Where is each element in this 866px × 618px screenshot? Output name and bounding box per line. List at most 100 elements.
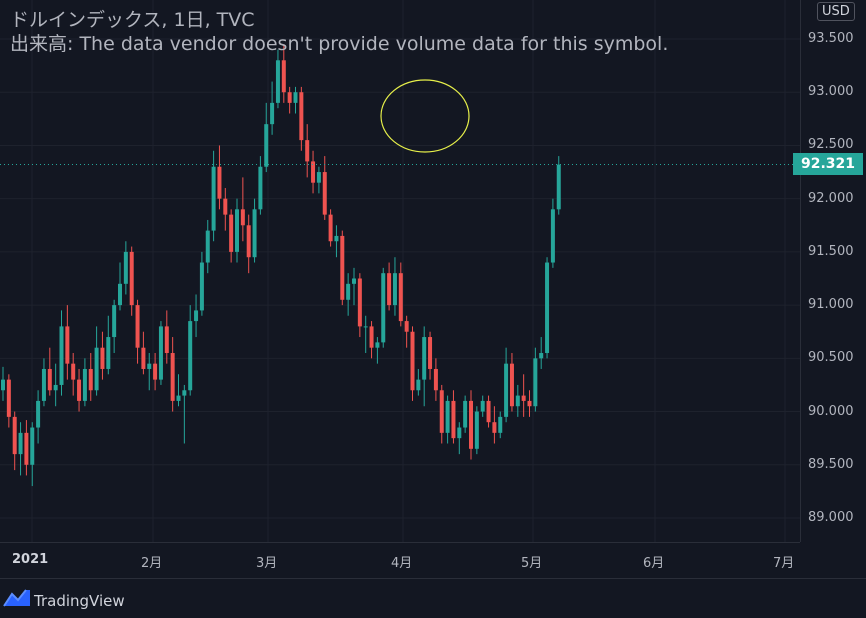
time-tick-label: 3月 [256, 556, 278, 571]
candle-body [36, 400, 41, 428]
candle-body [422, 337, 427, 380]
candle-body [387, 273, 392, 306]
candle-body [474, 411, 479, 449]
candle-body [527, 400, 532, 407]
candle-body [71, 363, 76, 380]
candle-body [6, 379, 11, 417]
candle-body [486, 400, 491, 423]
symbol-legend-title[interactable]: ドルインデックス, 1日, TVC [10, 9, 255, 31]
candle-body [445, 400, 450, 433]
volume-legend-note: 出来高: The data vendor doesn't provide vol… [10, 33, 669, 55]
candle-body [270, 102, 275, 125]
candle-body [275, 60, 280, 103]
candle-body [24, 432, 29, 465]
candle-body [129, 251, 134, 306]
candle-body [199, 262, 204, 311]
candle-body [264, 124, 269, 167]
candle-body [258, 166, 263, 210]
price-tick-label: 90.500 [808, 350, 854, 366]
candle-body [357, 278, 362, 327]
candle-body [252, 209, 257, 258]
candle-body [398, 273, 403, 322]
price-tick-label: 89.000 [808, 510, 854, 525]
tradingview-brand-text[interactable]: TradingView [34, 592, 125, 610]
candle-body [235, 209, 239, 252]
candle-body [469, 400, 473, 449]
annotation-ellipse[interactable] [380, 79, 470, 153]
candle-body [463, 400, 468, 428]
candle-body [1, 379, 5, 391]
candle-body [158, 326, 163, 380]
candle-body [30, 427, 35, 465]
candle-body [94, 347, 99, 391]
candlestick-plot[interactable] [0, 0, 800, 542]
candle-body [410, 331, 415, 391]
candle-body [439, 390, 444, 433]
candle-body [106, 337, 111, 369]
candle-body [118, 283, 122, 306]
candle-body [509, 363, 514, 407]
candle-body [375, 342, 380, 348]
candle-body [381, 273, 386, 343]
price-tick-label: 91.500 [808, 243, 854, 259]
candle-body [211, 166, 216, 231]
time-tick-label: 2月 [141, 556, 163, 571]
candle-body [287, 92, 292, 103]
candle-body [340, 235, 345, 300]
candle-body [305, 140, 310, 162]
candle-body [392, 273, 397, 306]
currency-badge[interactable]: USD [817, 2, 855, 21]
candle-body [533, 358, 538, 407]
candle-body [293, 92, 298, 103]
candle-body [539, 353, 544, 359]
price-scale[interactable]: 93.500 93.000 92.500 92.000 91.500 91.000 90.5… [800, 0, 866, 542]
candle-body [416, 379, 421, 391]
time-tick-label: 5月 [521, 556, 543, 571]
chart-pane[interactable]: ドルインデックス, 1日, TVC 出来高: The data vendor d… [0, 0, 800, 542]
candle-body [194, 310, 199, 322]
candle-body [41, 368, 46, 401]
candle-body [346, 283, 351, 300]
candle-body [53, 384, 58, 391]
candle-body [77, 379, 82, 401]
candle-body [404, 321, 409, 332]
candle-body [100, 347, 105, 369]
candle-body [521, 395, 526, 401]
candle-body [369, 326, 374, 348]
last-price-label: 92.321 [793, 153, 863, 176]
candle-body [363, 326, 368, 328]
candle-body [65, 326, 70, 364]
time-scale[interactable]: 2021 2月 3月 4月 5月 6月 7月 [0, 542, 800, 579]
candle-body [88, 368, 93, 391]
candle-body [498, 416, 503, 433]
candle-body [433, 368, 438, 391]
candle-body [182, 390, 187, 396]
price-tick-label: 90.000 [808, 403, 854, 419]
candle-body [112, 305, 117, 338]
candle-body [141, 347, 146, 369]
candle-body [18, 432, 23, 455]
price-tick-label: 93.500 [808, 31, 854, 46]
candle-body [504, 363, 509, 417]
candle-body [299, 92, 304, 141]
candle-body [147, 363, 152, 369]
candle-body [550, 209, 555, 263]
tradingview-logo-icon[interactable] [2, 586, 32, 610]
candle-body [281, 60, 286, 93]
candle-body [328, 214, 333, 242]
price-tick-label: 92.500 [808, 137, 854, 153]
time-tick-label: 2021 [12, 552, 49, 567]
footer-bar: TradingView [0, 578, 866, 618]
candle-series [1, 44, 561, 487]
time-tick-label: 4月 [391, 556, 413, 571]
candle-body [311, 161, 316, 183]
candle-body [457, 427, 462, 439]
candle-body [352, 278, 356, 284]
candle-body [12, 416, 17, 455]
candle-body [59, 326, 64, 385]
candle-body [135, 305, 140, 348]
candle-body [515, 395, 520, 407]
candle-body [492, 422, 497, 433]
time-tick-label: 6月 [643, 556, 665, 571]
candle-body [556, 164, 561, 210]
